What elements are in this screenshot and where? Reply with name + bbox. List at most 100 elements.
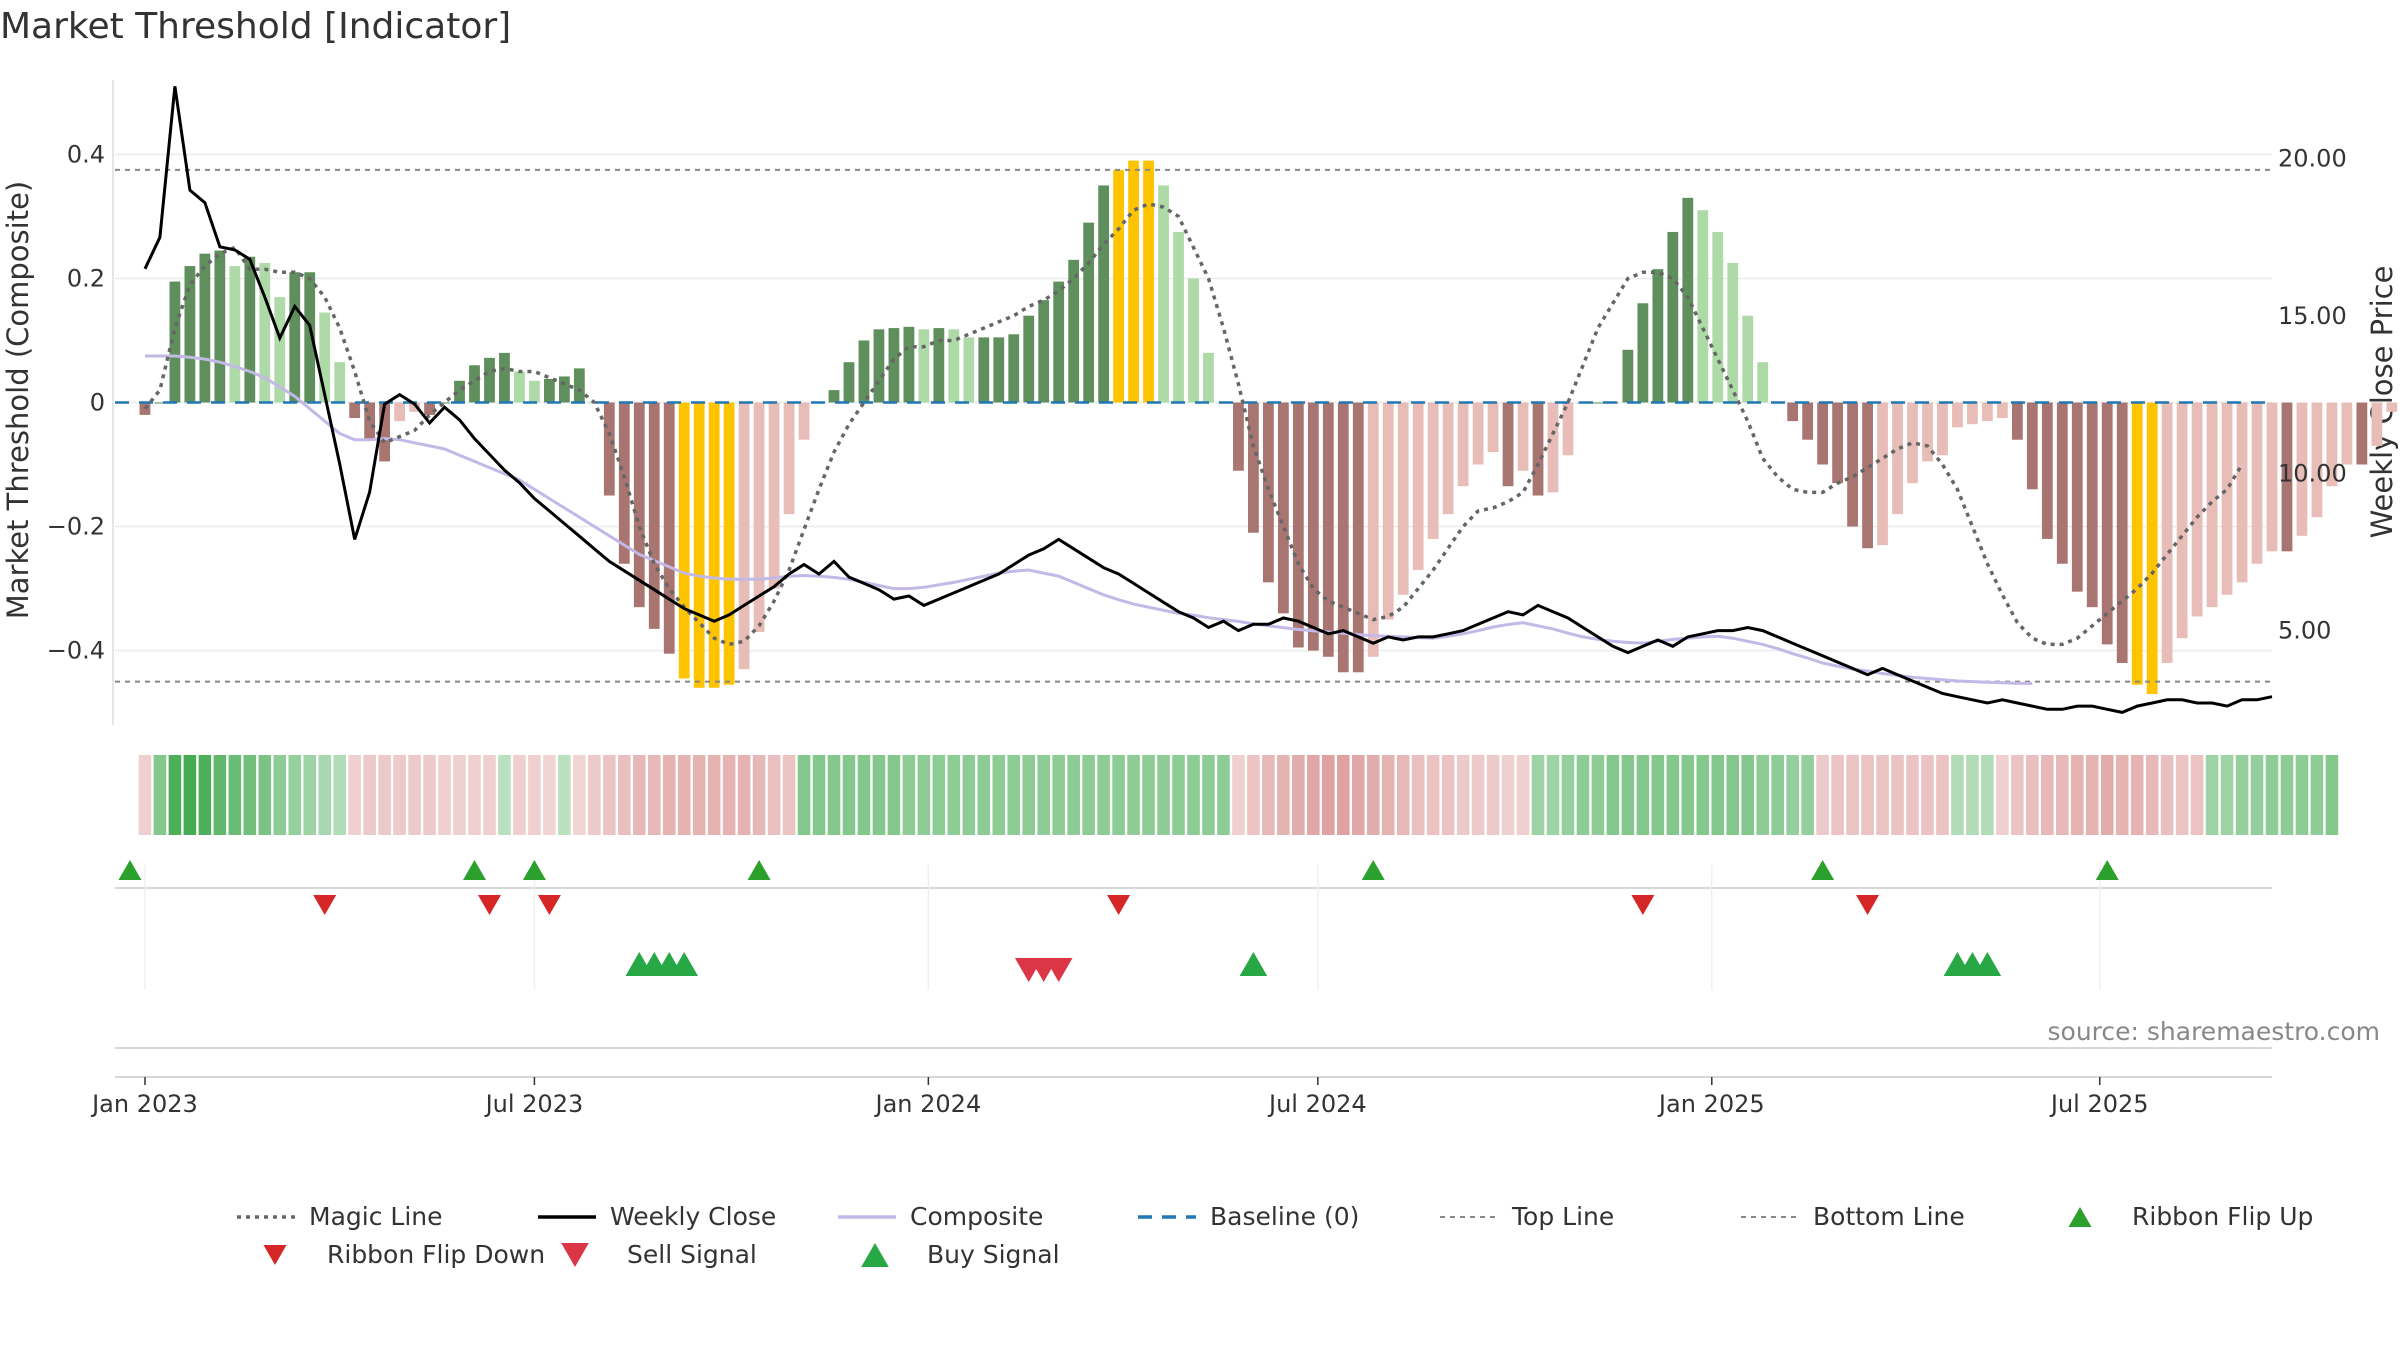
ribbon-flip-down-marker xyxy=(1631,895,1655,915)
ribbon-flip-up-marker xyxy=(1361,860,1385,880)
ribbon-cell xyxy=(2160,755,2174,835)
composite-bar xyxy=(214,250,226,403)
composite-bar xyxy=(1382,402,1394,620)
composite-bar xyxy=(1412,402,1424,570)
ribbon-cell xyxy=(603,755,616,835)
composite-bar xyxy=(2071,402,2083,592)
ribbon-cell xyxy=(1846,755,1859,835)
composite-bar xyxy=(274,297,286,403)
composite-bar xyxy=(1652,269,1664,403)
ribbon-cell xyxy=(228,755,242,835)
composite-bar xyxy=(514,371,525,403)
legend-item: Top Line xyxy=(1440,1202,1614,1231)
composite-bar xyxy=(1352,402,1364,673)
y-left-tick-label: 0.2 xyxy=(67,264,105,292)
composite-bar xyxy=(199,253,211,403)
composite-bar xyxy=(2116,402,2128,663)
ribbon-cell xyxy=(662,755,676,835)
legend-swatch xyxy=(263,1245,287,1265)
composite-bar xyxy=(1532,402,1544,496)
composite-bar xyxy=(783,402,795,515)
ribbon-cell xyxy=(558,755,571,835)
composite-bar xyxy=(1233,402,1244,471)
composite-bar xyxy=(1682,197,1694,403)
composite-bar xyxy=(379,402,391,462)
ribbon-cell xyxy=(393,755,406,835)
composite-bar xyxy=(2281,402,2293,552)
y-axis-left-label: Market Threshold (Composite) xyxy=(1,181,35,619)
ribbon-cell xyxy=(827,755,841,835)
composite-bar xyxy=(2146,402,2158,694)
legend-item: Magic Line xyxy=(237,1202,443,1231)
composite-bar xyxy=(1517,402,1529,471)
composite-bar xyxy=(1862,402,1873,549)
ribbon-cell xyxy=(468,755,481,835)
ribbon-cell xyxy=(1966,755,1979,835)
source-label: source: sharemaestro.com xyxy=(2048,1017,2381,1046)
y-right-tick-label: 15.00 xyxy=(2278,302,2347,330)
composite-bar xyxy=(2131,402,2143,685)
composite-bar xyxy=(978,337,990,403)
composite-bar xyxy=(139,402,151,415)
legend-item: Ribbon Flip Down xyxy=(263,1240,545,1269)
legend-item: Composite xyxy=(838,1202,1043,1231)
composite-bar xyxy=(1307,402,1319,651)
ribbon-cell xyxy=(962,755,976,835)
composite-bar xyxy=(1487,402,1499,453)
axes: 0.4 0.2 0 −0.2 −0.4 20.00 15.00 10.00 5.00 xyxy=(47,80,2347,725)
ribbon-cell xyxy=(842,755,856,835)
ribbon-cell xyxy=(1876,755,1889,835)
ribbon-cell xyxy=(513,755,526,835)
ribbon-cell xyxy=(1906,755,1919,835)
composite-bar xyxy=(1397,402,1409,595)
ribbon-cell xyxy=(1576,755,1590,835)
ribbon-cell xyxy=(2115,755,2129,835)
ribbon-cell xyxy=(872,755,886,835)
ribbon-cell xyxy=(2280,755,2294,835)
ribbon-cell xyxy=(2265,755,2279,835)
composite-line xyxy=(145,354,2033,685)
sell-signal-marker xyxy=(1044,958,1073,982)
composite-bar xyxy=(304,272,316,403)
ribbon-cell xyxy=(1756,755,1769,835)
y-right-tick-label: 10.00 xyxy=(2278,459,2347,487)
ribbon-cell xyxy=(2100,755,2114,835)
legend-item: Baseline (0) xyxy=(1138,1202,1359,1231)
composite-bar xyxy=(1817,402,1829,465)
composite-bar xyxy=(529,380,540,403)
ribbon-cell xyxy=(812,755,826,835)
composite-bar xyxy=(1292,402,1304,648)
composite-bar xyxy=(663,402,675,654)
composite-bar xyxy=(184,266,196,403)
buy-signal-marker xyxy=(1973,952,2002,976)
composite-bar xyxy=(1188,278,1199,403)
composite-bar xyxy=(424,402,435,415)
ribbon-cell xyxy=(647,755,661,835)
ribbon-cell xyxy=(1292,755,1305,835)
composite-bar xyxy=(454,380,465,403)
composite-bar xyxy=(1173,231,1184,403)
ribbon-cell xyxy=(348,755,361,835)
ribbon-cell xyxy=(198,755,212,835)
legend-swatch xyxy=(861,1243,889,1267)
ribbon-cell xyxy=(1037,755,1050,835)
composite-bar xyxy=(933,328,945,403)
composite-bar xyxy=(1472,402,1484,465)
ribbon-cell xyxy=(183,755,197,835)
composite-bar xyxy=(768,402,780,589)
composite-bar xyxy=(2206,402,2218,608)
legend-label: Ribbon Flip Down xyxy=(327,1240,545,1269)
ribbon-cell xyxy=(737,755,751,835)
composite-bar xyxy=(693,402,705,688)
ribbon-cell xyxy=(1022,755,1036,835)
legend-label: Composite xyxy=(910,1202,1043,1231)
ribbon-cell xyxy=(2325,755,2339,835)
ribbon-cell xyxy=(1127,755,1140,835)
composite-bar xyxy=(603,402,615,496)
composite-bar xyxy=(1667,231,1679,403)
series-lines xyxy=(115,86,2273,714)
legend-item: Ribbon Flip Up xyxy=(2068,1202,2313,1231)
ribbon-cell xyxy=(1831,755,1844,835)
ribbon-cell xyxy=(213,755,227,835)
ribbon-cell xyxy=(1561,755,1575,835)
